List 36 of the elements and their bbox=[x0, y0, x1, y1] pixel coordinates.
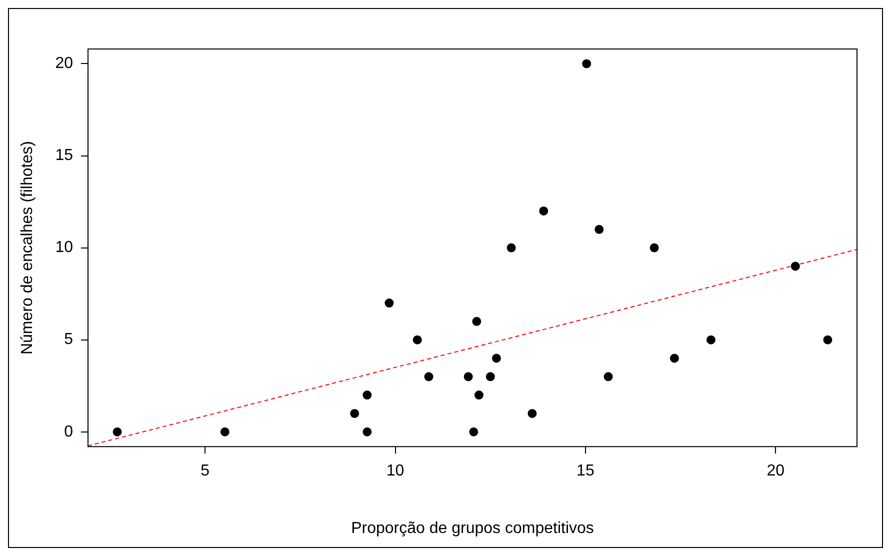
point bbox=[506, 243, 516, 252]
point bbox=[604, 372, 613, 382]
y-tick-label: 10 bbox=[55, 239, 74, 256]
point bbox=[384, 298, 394, 308]
point bbox=[492, 354, 501, 363]
y-tick-label: 5 bbox=[64, 331, 74, 348]
point bbox=[706, 335, 716, 344]
point bbox=[412, 335, 422, 344]
point bbox=[486, 372, 495, 382]
x-tick-label: 20 bbox=[766, 462, 785, 480]
point bbox=[424, 372, 434, 382]
y-tick-label: 0 bbox=[64, 423, 74, 440]
x-axis-title: Proporção de grupos competitivos bbox=[351, 520, 594, 537]
point bbox=[350, 408, 360, 418]
point bbox=[528, 408, 537, 418]
point bbox=[362, 390, 372, 400]
x-tick-label: 15 bbox=[576, 462, 594, 480]
point bbox=[539, 206, 548, 216]
point bbox=[650, 243, 659, 252]
y-tick-label: 20 bbox=[55, 55, 74, 72]
point bbox=[582, 59, 592, 68]
point bbox=[220, 427, 230, 436]
point bbox=[472, 316, 482, 326]
point bbox=[474, 390, 484, 400]
point bbox=[790, 262, 800, 271]
y-axis-title: Número de encalhes (filhotes) bbox=[19, 141, 36, 355]
point bbox=[464, 372, 473, 382]
point bbox=[670, 354, 679, 363]
point bbox=[594, 224, 604, 234]
point bbox=[362, 427, 372, 436]
point bbox=[469, 427, 478, 436]
y-tick-label: 15 bbox=[55, 147, 74, 164]
x-tick-label: 5 bbox=[200, 462, 210, 480]
point bbox=[112, 427, 122, 436]
point bbox=[823, 335, 832, 344]
x-tick-label: 10 bbox=[386, 462, 404, 480]
